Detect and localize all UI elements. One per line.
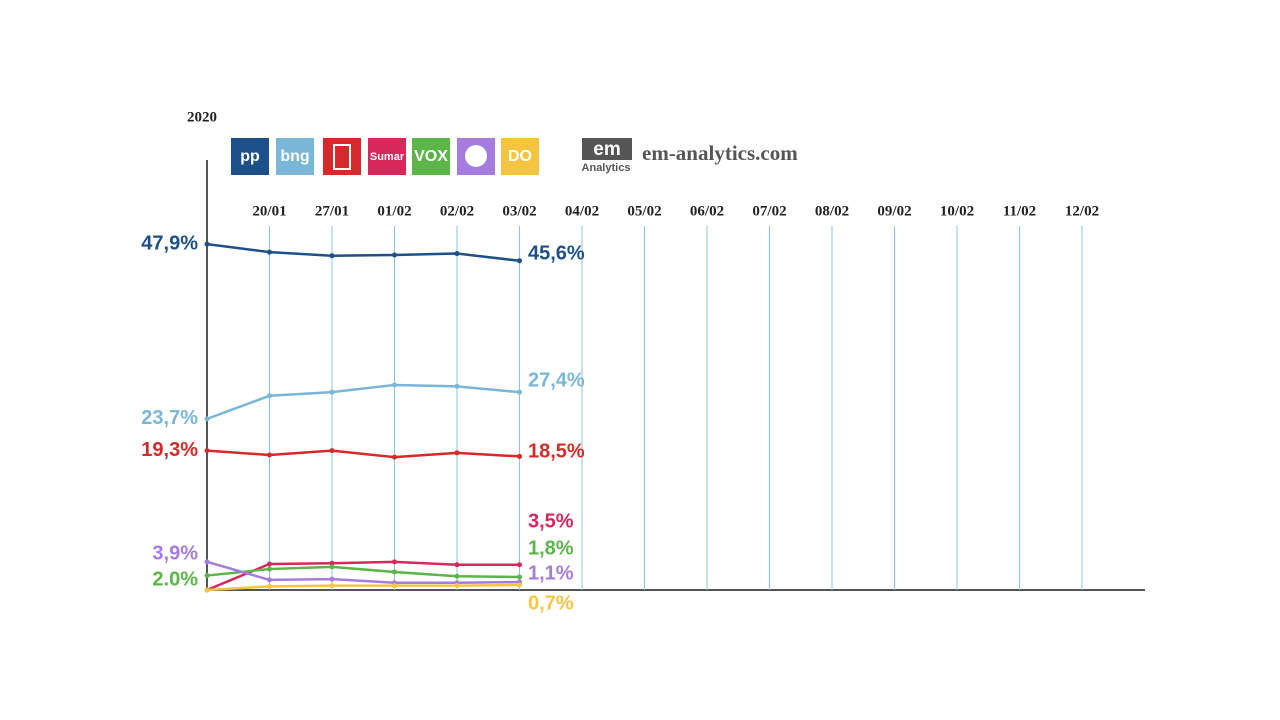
- x-tick-label: 12/02: [1065, 203, 1099, 219]
- value-label: 2.0%: [152, 568, 198, 590]
- series-point: [204, 448, 210, 454]
- legend-logo: [276, 138, 314, 175]
- x-tick-label: 11/02: [1003, 203, 1036, 219]
- series-point: [454, 573, 460, 579]
- series-point: [267, 577, 272, 583]
- series-point: [454, 583, 460, 589]
- series-point: [454, 383, 460, 389]
- value-label: 19,3%: [141, 439, 198, 461]
- brand-logo: em: [593, 139, 620, 160]
- series-point: [204, 241, 210, 247]
- series-point: [517, 574, 522, 580]
- brand-logo-box: [582, 138, 632, 160]
- series-point: [517, 582, 522, 588]
- x-tick-label: 05/02: [627, 203, 661, 219]
- series-point: [454, 450, 460, 456]
- series-point: [267, 561, 272, 567]
- series-point: [392, 569, 397, 575]
- series-point: [329, 583, 335, 589]
- series-point: [329, 560, 335, 566]
- value-label: 18,5%: [528, 440, 585, 462]
- series-point: [329, 389, 335, 395]
- series-line: [206, 565, 520, 579]
- legend-logo: [368, 138, 406, 175]
- value-label: 0,7%: [528, 592, 574, 614]
- series-line: [206, 583, 520, 592]
- series-point: [392, 252, 397, 258]
- series-point: [204, 416, 210, 422]
- x-tick-label: 07/02: [752, 203, 786, 219]
- series-point: [517, 389, 522, 395]
- series-point: [517, 258, 522, 264]
- series-line: [206, 560, 520, 592]
- brand-site: em-analytics.com: [642, 141, 798, 165]
- series-line: [206, 560, 520, 585]
- series-point: [267, 249, 272, 255]
- legend-label: bng: [280, 148, 309, 165]
- value-label: 45,6%: [528, 242, 585, 264]
- series-point: [204, 587, 210, 593]
- series-point: [329, 253, 335, 259]
- x-tick-label: 04/02: [565, 203, 599, 219]
- x-tick-label: 10/02: [940, 203, 974, 219]
- series-point: [267, 583, 272, 589]
- series-point: [517, 562, 522, 568]
- series-point: [392, 583, 397, 589]
- value-label: 3,5%: [528, 510, 574, 532]
- series-point: [267, 452, 272, 458]
- series-point: [329, 448, 335, 454]
- series-point: [267, 566, 272, 572]
- series-point: [392, 454, 397, 460]
- legend-logo: [501, 138, 539, 175]
- legend-label: DO: [508, 148, 532, 165]
- x-tick-label: 2020: [187, 109, 217, 125]
- legend-logo: [412, 138, 450, 175]
- series-point: [267, 393, 272, 399]
- value-label: 3,9%: [152, 542, 198, 564]
- series-point: [454, 562, 460, 568]
- series-point: [329, 564, 335, 570]
- x-tick-label: 08/02: [815, 203, 849, 219]
- value-label: 27,4%: [528, 369, 585, 391]
- x-tick-label: 09/02: [877, 203, 911, 219]
- series-point: [204, 573, 210, 579]
- value-label: 47,9%: [141, 232, 198, 254]
- legend-icon: [333, 144, 351, 170]
- series-line: [206, 449, 520, 459]
- value-label: 1,8%: [528, 537, 574, 559]
- series-line: [206, 383, 520, 421]
- series-point: [392, 559, 397, 565]
- brand-sub: Analytics: [582, 162, 631, 174]
- x-tick-label: 20/01: [252, 203, 286, 219]
- series-point: [454, 251, 460, 257]
- x-tick-label: 06/02: [690, 203, 724, 219]
- value-label: 1,1%: [528, 562, 574, 584]
- series-point: [517, 453, 522, 459]
- legend-label: pp: [240, 148, 260, 165]
- value-label: 23,7%: [141, 407, 198, 429]
- x-tick-label: 01/02: [377, 203, 411, 219]
- x-tick-label: 03/02: [502, 203, 536, 219]
- x-tick-label: 02/02: [440, 203, 474, 219]
- legend-icon: [465, 145, 487, 167]
- series-line: [206, 242, 520, 263]
- series-point: [392, 382, 397, 388]
- legend-label: VOX: [414, 148, 448, 165]
- legend-label: Sumar: [370, 151, 405, 163]
- legend-logo: [231, 138, 269, 175]
- x-tick-label: 27/01: [315, 203, 349, 219]
- series-point: [204, 559, 210, 565]
- series-point: [329, 576, 335, 582]
